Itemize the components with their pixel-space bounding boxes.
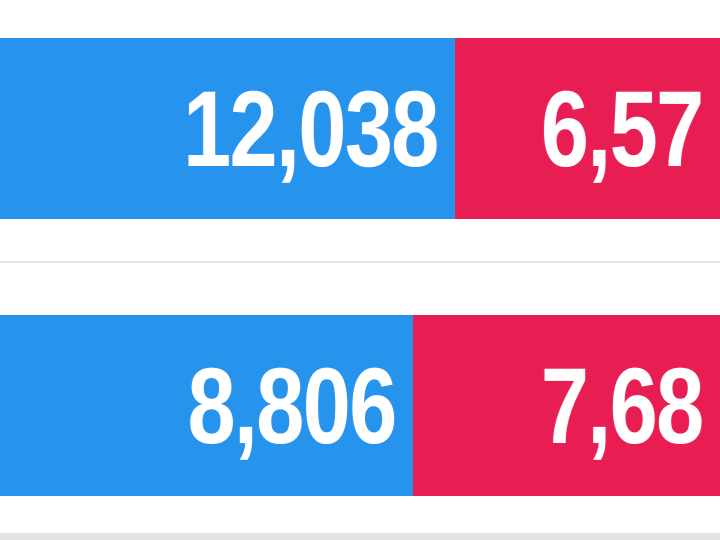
- bottom-band: [0, 533, 720, 540]
- bar-value-label: 8,806: [187, 344, 397, 466]
- bar-value-label: 7,68: [540, 344, 704, 466]
- bar-value-label: 12,038: [182, 67, 439, 189]
- bar-row[interactable]: 8,806 7,68: [0, 315, 720, 496]
- bar-segment-blue[interactable]: 12,038: [0, 38, 455, 219]
- bar-row[interactable]: 12,038 6,57: [0, 38, 720, 219]
- bar-segment-crimson[interactable]: 7,68: [413, 315, 720, 496]
- bar-segment-crimson[interactable]: 6,57: [455, 38, 720, 219]
- bar-segment-blue[interactable]: 8,806: [0, 315, 413, 496]
- bar-value-label: 6,57: [540, 67, 704, 189]
- row-divider: [0, 261, 720, 263]
